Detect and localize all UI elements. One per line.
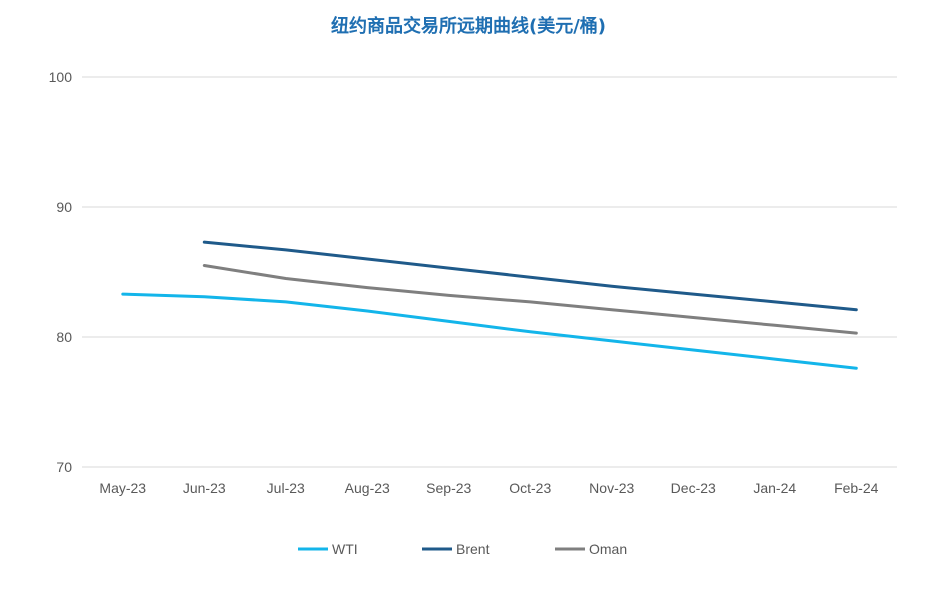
legend-label: WTI [332,541,358,557]
chart-title: 纽约商品交易所远期曲线(美元/桶) [330,16,607,37]
legend-label: Oman [589,541,627,557]
y-tick-label: 100 [49,69,73,85]
y-tick-label: 90 [56,199,72,215]
x-tick-label: May-23 [99,480,146,496]
series-line-oman [202,264,858,335]
legend-item-wti: WTI [298,541,358,557]
series-layer [121,240,858,370]
legend-label: Brent [456,541,490,557]
grid-layer [82,76,897,468]
y-tick-labels: 70 80 90 100 [49,69,73,475]
x-tick-label: Feb-24 [834,480,879,496]
x-tick-labels: May-23 Jun-23 Jul-23 Aug-23 Sep-23 Oct-23 Nov-… [99,480,878,496]
x-tick-label: Nov-23 [589,480,634,496]
series-line-brent [202,240,858,312]
legend-item-oman: Oman [555,541,627,557]
legend: WTI Brent Oman [298,541,627,557]
x-tick-label: Oct-23 [509,480,551,496]
x-tick-label: Sep-23 [426,480,471,496]
series-line-wti [121,292,858,370]
x-tick-label: Jun-23 [183,480,226,496]
x-tick-label: Jul-23 [267,480,305,496]
x-tick-label: Jan-24 [753,480,796,496]
y-tick-label: 80 [56,329,72,345]
legend-item-brent: Brent [422,541,490,557]
x-tick-label: Dec-23 [671,480,716,496]
y-tick-label: 70 [56,459,72,475]
x-tick-label: Aug-23 [345,480,390,496]
